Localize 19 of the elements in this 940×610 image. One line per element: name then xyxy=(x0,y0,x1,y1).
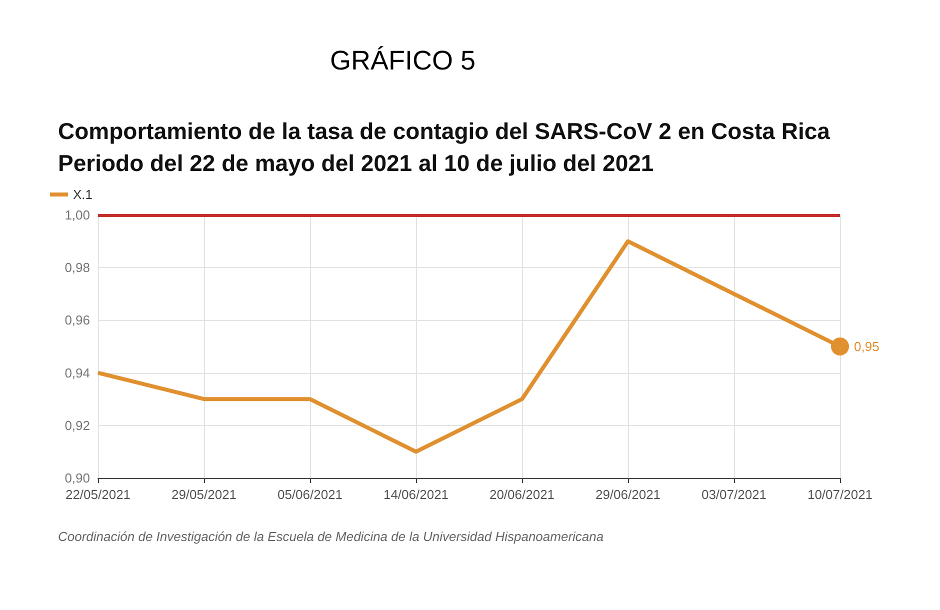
y-tick-label: 0,96 xyxy=(64,312,90,328)
y-tick-label: 0,90 xyxy=(64,470,90,486)
legend-label: X.1 xyxy=(73,187,93,202)
x-tick-label: 29/05/2021 xyxy=(171,487,237,502)
chart-title: GRÁFICO 5 xyxy=(330,46,476,76)
y-tick-label: 0,92 xyxy=(64,418,90,433)
y-tick-label: 1,00 xyxy=(64,208,90,222)
y-tick-label: 0,94 xyxy=(64,365,90,380)
chart-subtitle: Comportamiento de la tasa de contagio del SARS-CoV 2 en Costa Rica Periodo del 22 de mayo del 2021 al 10 de julio del 2021 xyxy=(58,118,830,176)
x-tick-label: 20/06/2021 xyxy=(489,487,555,502)
data-label: 0,95 xyxy=(854,339,880,354)
x-tick-label: 22/05/2021 xyxy=(65,487,131,502)
y-tick-label: 0,98 xyxy=(64,260,90,276)
text: Coordinación de Investigación de la Escuela de Medicina de la Universidad Hispanoamericana xyxy=(58,529,604,544)
x-tick-label: 29/06/2021 xyxy=(595,487,661,502)
x-tick-label: 10/07/2021 xyxy=(807,487,873,502)
x-tick-label: 05/06/2021 xyxy=(277,487,343,502)
x-tick-label: 03/07/2021 xyxy=(701,487,767,502)
x-tick-label: 14/06/2021 xyxy=(383,487,449,502)
